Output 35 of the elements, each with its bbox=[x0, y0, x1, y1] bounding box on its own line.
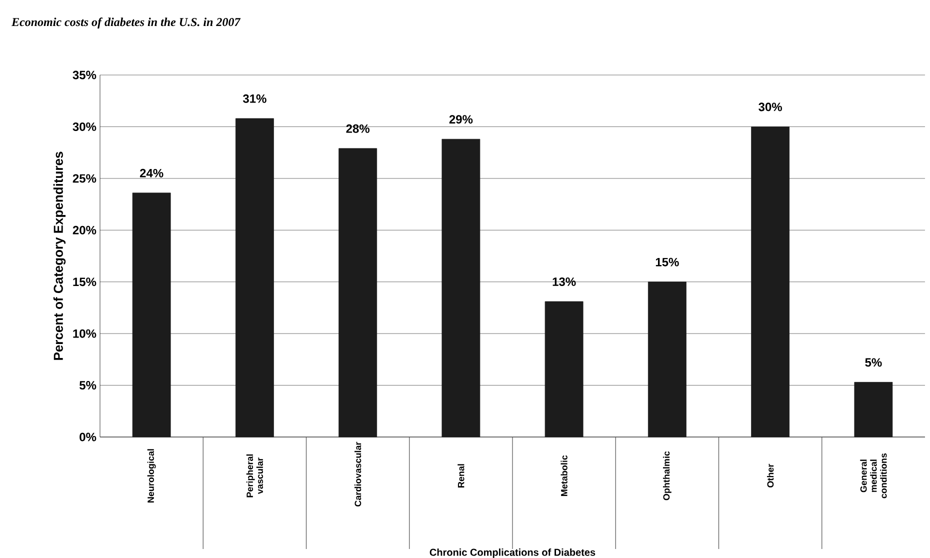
y-tick-label: 25% bbox=[72, 174, 96, 183]
x-tick-label: Metabolic bbox=[560, 455, 568, 496]
x-tick-label: Cardiovascular bbox=[354, 442, 362, 506]
y-tick-label: 35% bbox=[72, 70, 96, 80]
x-tick-label: Peripheral vascular bbox=[246, 454, 263, 498]
data-label: 5% bbox=[865, 358, 882, 367]
x-tick-label: Ophthalmic bbox=[662, 451, 672, 500]
bar bbox=[235, 118, 274, 438]
data-label: 24% bbox=[140, 168, 164, 178]
data-label: 29% bbox=[449, 115, 473, 124]
data-label: 13% bbox=[552, 277, 576, 286]
bar bbox=[544, 301, 584, 438]
bar bbox=[751, 126, 790, 438]
x-tick-label: Neurological bbox=[147, 449, 156, 502]
y-tick-label: 5% bbox=[80, 381, 96, 390]
y-tick-label: 20% bbox=[72, 226, 96, 234]
bar bbox=[132, 192, 171, 438]
bar bbox=[854, 382, 893, 438]
bar bbox=[442, 138, 480, 438]
bar bbox=[648, 282, 686, 438]
x-tick-label: General medical conditions bbox=[860, 453, 887, 498]
data-label: 28% bbox=[346, 124, 370, 133]
chart-title: Economic costs of diabetes in the U.S. in 2007 bbox=[11, 18, 241, 29]
y-tick-label: 30% bbox=[72, 122, 96, 131]
x-tick-label: Other bbox=[767, 464, 774, 488]
y-axis-title: Percent of Category Expenditures bbox=[53, 152, 66, 360]
data-label: 31% bbox=[242, 94, 266, 103]
y-tick-label: 15% bbox=[73, 278, 96, 286]
data-label: 30% bbox=[758, 102, 782, 112]
y-tick-label: 10% bbox=[73, 329, 96, 338]
y-tick-label: 0% bbox=[80, 432, 96, 442]
data-label: 15% bbox=[656, 258, 679, 266]
x-tick-label: Renal bbox=[458, 464, 464, 488]
bar bbox=[338, 148, 378, 438]
x-axis-title: Chronic Complications of Diabetes bbox=[430, 548, 596, 558]
